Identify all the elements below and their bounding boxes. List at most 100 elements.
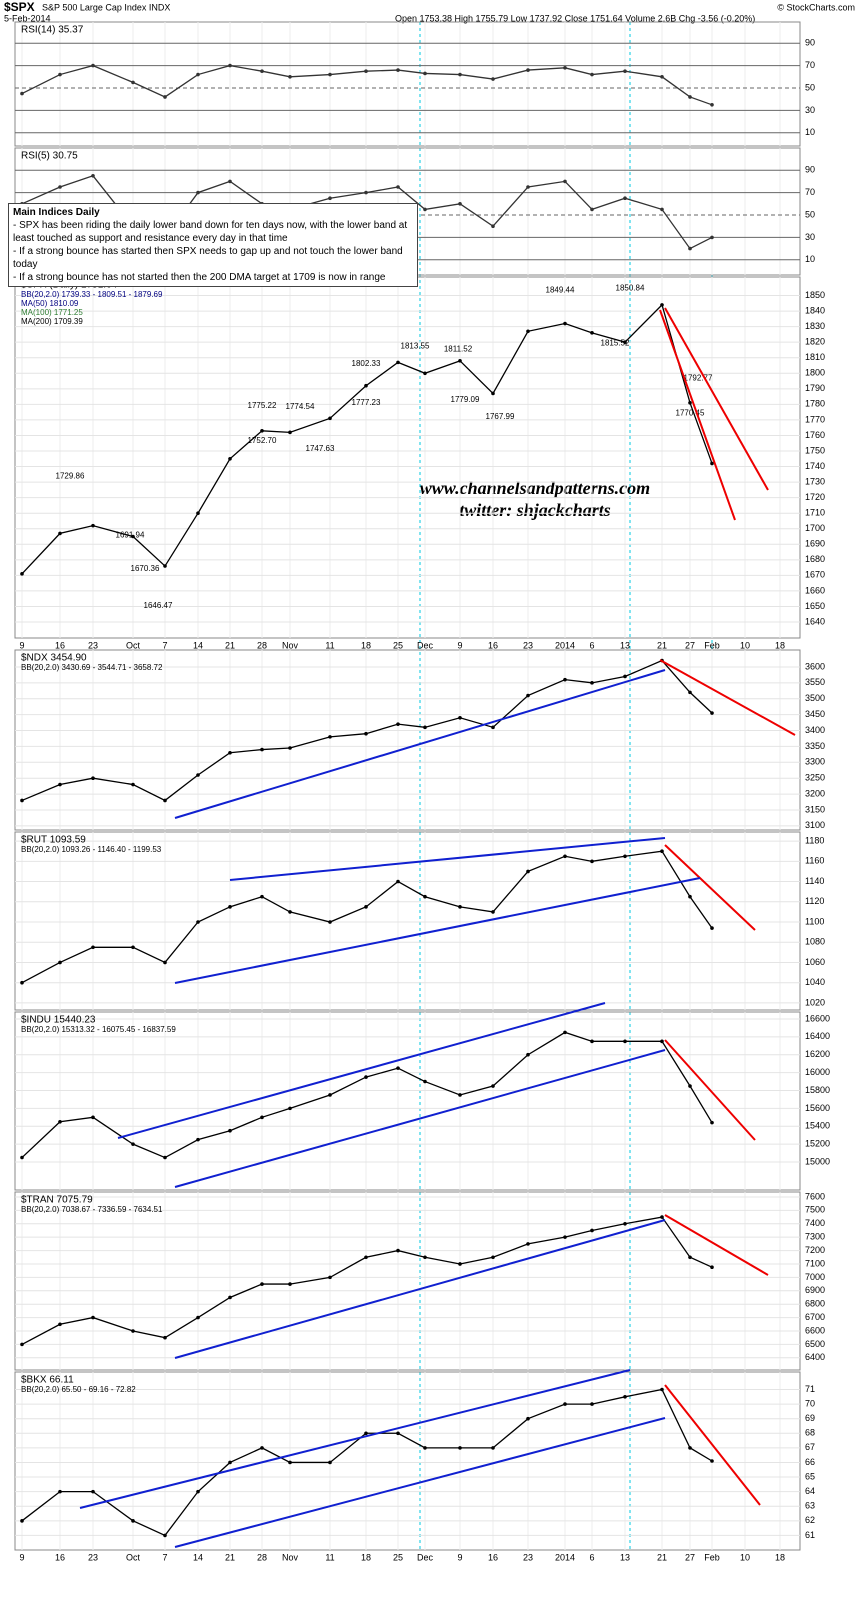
data-point: [590, 331, 594, 335]
data-point: [91, 945, 95, 950]
price-line: [21, 1216, 713, 1345]
y-tick-label: 1780: [805, 399, 825, 409]
data-point: [91, 776, 95, 780]
y-tick-label: 70: [805, 60, 815, 70]
y-tick-label: 66: [805, 1457, 815, 1467]
data-point: [228, 1295, 232, 1300]
y-tick-label: 6700: [805, 1312, 825, 1322]
price-label: 1792.77: [684, 374, 713, 383]
data-point: [288, 1282, 292, 1286]
data-point: [260, 69, 264, 73]
price-label: 1729.86: [56, 471, 85, 480]
data-point: [563, 179, 567, 184]
price-label: 1767.99: [486, 412, 515, 421]
x-tick-label: 9: [19, 1552, 24, 1562]
data-point: [58, 72, 62, 77]
data-point: [364, 905, 368, 909]
y-tick-label: 1750: [805, 445, 825, 455]
data-point: [458, 1262, 462, 1266]
data-point: [396, 722, 400, 726]
data-point: [260, 894, 264, 899]
y-tick-label: 3600: [805, 661, 825, 671]
y-tick-label: 90: [805, 165, 815, 175]
data-point: [91, 1115, 95, 1120]
data-point: [590, 1228, 594, 1233]
x-tick-label: 6: [589, 1552, 594, 1562]
panel-title: RSI(5) 30.75: [21, 151, 78, 162]
data-point: [131, 534, 135, 539]
data-point: [228, 179, 232, 184]
data-point: [196, 72, 200, 77]
y-tick-label: 15000: [805, 1156, 830, 1166]
y-tick-label: 70: [805, 1398, 815, 1408]
y-tick-label: 1810: [805, 352, 825, 362]
data-point: [423, 207, 427, 212]
data-point: [396, 879, 400, 884]
y-tick-label: 16200: [805, 1049, 830, 1059]
data-point: [590, 1402, 594, 1406]
y-tick-label: 6600: [805, 1325, 825, 1335]
data-point: [526, 185, 530, 189]
data-point: [491, 1446, 495, 1450]
data-point: [458, 1093, 462, 1097]
y-tick-label: 1100: [805, 916, 824, 926]
data-point: [396, 68, 400, 72]
panel-frame: [14, 21, 801, 147]
price-label: 1670.36: [131, 564, 160, 573]
y-tick-label: 1840: [805, 305, 825, 315]
data-point: [364, 1255, 368, 1260]
data-point: [163, 564, 167, 568]
symbol: $SPX: [4, 0, 35, 14]
legend-entry: MA(200) 1709.39: [21, 317, 83, 326]
y-tick-label: 63: [805, 1501, 815, 1511]
x-tick-label: 16: [488, 640, 498, 650]
y-tick-label: 69: [805, 1413, 815, 1423]
data-point: [423, 371, 427, 376]
x-tick-label: 28: [257, 1552, 267, 1562]
data-point: [590, 1039, 594, 1044]
data-point: [288, 430, 292, 435]
y-tick-label: 1040: [805, 977, 825, 987]
y-tick-label: 67: [805, 1442, 815, 1452]
data-point: [710, 1265, 714, 1269]
price-line: [21, 64, 713, 106]
data-point: [91, 174, 95, 178]
data-point: [328, 1275, 332, 1280]
data-point: [20, 572, 24, 576]
data-point: [196, 920, 200, 924]
y-tick-label: 30: [805, 105, 815, 115]
data-point: [163, 1155, 167, 1160]
data-point: [58, 1489, 62, 1494]
data-point: [91, 523, 95, 528]
x-tick-label: 21: [225, 640, 235, 650]
y-tick-label: 68: [805, 1428, 815, 1438]
data-point: [288, 1106, 292, 1111]
watermark: twitter: shjackcharts: [459, 500, 611, 520]
data-point: [58, 782, 62, 787]
data-point: [163, 1533, 167, 1538]
y-tick-label: 3250: [805, 773, 825, 783]
y-tick-label: 1640: [805, 616, 825, 626]
y-tick-label: 65: [805, 1471, 815, 1481]
data-point: [260, 428, 264, 433]
data-point: [491, 77, 495, 81]
y-tick-label: 1700: [805, 523, 825, 533]
y-tick-label: 6400: [805, 1352, 825, 1362]
data-point: [623, 196, 627, 200]
y-tick-label: 1850: [805, 290, 825, 300]
data-point: [260, 747, 264, 752]
data-point: [58, 960, 62, 965]
data-point: [660, 1215, 664, 1219]
y-tick-label: 1690: [805, 539, 825, 549]
price-label: 1752.70: [248, 436, 277, 445]
price-line: [21, 850, 713, 984]
y-tick-label: 1060: [805, 957, 825, 967]
data-point: [288, 75, 292, 79]
x-tick-label: 21: [657, 1552, 667, 1562]
x-tick-label: 2014: [555, 640, 575, 650]
data-point: [563, 1402, 567, 1406]
data-point: [623, 674, 627, 679]
note-line: - If a strong bounce has not started the…: [13, 272, 386, 283]
data-point: [423, 1446, 427, 1450]
x-tick-label: Oct: [126, 1552, 141, 1562]
